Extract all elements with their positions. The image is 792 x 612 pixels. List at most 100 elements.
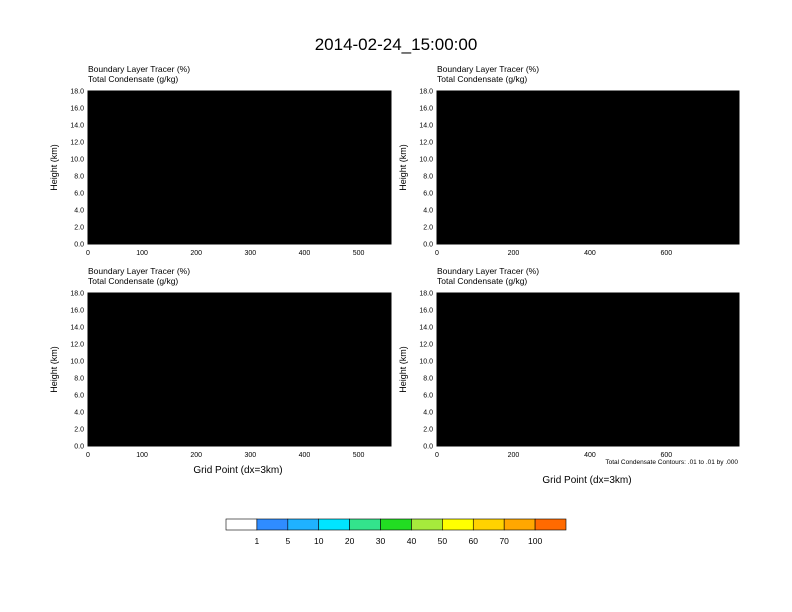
y-tick-label: 14.0 — [70, 123, 84, 130]
heatmap-cell — [580, 143, 585, 148]
heatmap-cell — [135, 239, 141, 244]
heatmap-cell — [452, 103, 458, 108]
heatmap-cell — [231, 95, 237, 100]
heatmap-cell — [540, 99, 545, 104]
heatmap-cell — [331, 91, 336, 96]
heatmap-cell — [243, 163, 249, 169]
heatmap-cell — [448, 191, 454, 197]
heatmap-cell — [552, 119, 557, 124]
heatmap-cell — [379, 91, 384, 96]
heatmap-cell — [375, 91, 380, 96]
heatmap-cell — [143, 187, 149, 193]
heatmap-cell — [115, 215, 121, 221]
heatmap-cell — [615, 155, 621, 161]
heatmap-cell — [576, 191, 581, 197]
heatmap-cell — [99, 215, 105, 221]
heatmap-cell — [536, 143, 541, 148]
heatmap-cell — [215, 139, 221, 144]
heatmap-cell — [460, 195, 466, 201]
heatmap-cell — [671, 95, 677, 100]
heatmap-cell — [147, 151, 153, 157]
heatmap-cell — [707, 127, 712, 132]
heatmap-cell — [187, 99, 193, 104]
heatmap-cell — [195, 143, 201, 148]
heatmap-cell — [311, 95, 316, 100]
heatmap-cell — [383, 179, 388, 185]
heatmap-cell — [532, 107, 537, 112]
heatmap-cell — [95, 103, 101, 108]
heatmap-cell — [115, 163, 121, 169]
heatmap-cell — [103, 147, 109, 152]
heatmap-cell — [287, 215, 292, 221]
heatmap-cell — [540, 139, 545, 144]
heatmap-cell — [107, 119, 113, 124]
heatmap-cell — [627, 127, 633, 132]
heatmap-cell — [115, 123, 121, 128]
heatmap-cell — [619, 119, 625, 124]
heatmap-cell — [179, 239, 185, 244]
heatmap-cell — [171, 227, 177, 233]
heatmap-cell — [595, 151, 601, 157]
heatmap-cell — [468, 131, 474, 136]
heatmap-cell — [448, 171, 454, 177]
heatmap-cell — [299, 179, 304, 185]
heatmap-cell — [227, 219, 233, 225]
heatmap-cell — [456, 159, 462, 165]
heatmap-cell — [532, 91, 537, 96]
heatmap-cell — [311, 107, 316, 112]
heatmap-cell — [311, 227, 316, 233]
heatmap-cell — [651, 123, 657, 128]
heatmap-cell — [492, 151, 498, 157]
heatmap-cell — [239, 187, 245, 193]
heatmap-cell — [131, 175, 137, 181]
heatmap-cell — [327, 91, 332, 96]
heatmap-cell — [175, 167, 181, 173]
heatmap-cell — [679, 95, 684, 100]
heatmap-cell — [723, 187, 728, 193]
heatmap-cell — [291, 175, 296, 181]
heatmap-cell — [307, 195, 312, 201]
heatmap-cell — [524, 167, 529, 173]
heatmap-cell — [476, 135, 482, 140]
heatmap-cell — [203, 107, 209, 112]
heatmap-cell — [496, 131, 502, 136]
heatmap-cell — [199, 151, 205, 157]
heatmap-cell — [492, 119, 498, 124]
heatmap-cell — [375, 143, 380, 148]
heatmap-cell — [460, 179, 466, 185]
heatmap-cell — [355, 227, 360, 233]
heatmap-cell — [635, 95, 641, 100]
heatmap-cell — [163, 151, 169, 157]
heatmap-cell — [255, 207, 261, 213]
heatmap-cell — [619, 151, 625, 157]
heatmap-cell — [464, 187, 470, 193]
heatmap-cell — [699, 115, 704, 120]
heatmap-cell — [560, 191, 565, 197]
heatmap-cell — [500, 99, 506, 104]
heatmap-cell — [191, 183, 197, 189]
heatmap-cell — [215, 159, 221, 165]
heatmap-cell — [119, 175, 125, 181]
heatmap-cell — [444, 95, 450, 100]
heatmap-cell — [199, 119, 205, 124]
heatmap-cell — [235, 99, 241, 104]
heatmap-cell — [675, 159, 680, 165]
heatmap-cell — [603, 183, 609, 189]
heatmap-cell — [159, 223, 165, 229]
heatmap-cell — [115, 171, 121, 177]
heatmap-cell — [191, 99, 197, 104]
heatmap-cell — [119, 159, 125, 165]
heatmap-cell — [667, 127, 673, 132]
heatmap-cell — [339, 183, 344, 189]
heatmap-cell — [187, 123, 193, 128]
heatmap-cell — [351, 191, 356, 197]
heatmap-cell — [484, 179, 490, 185]
heatmap-cell — [691, 171, 696, 177]
heatmap-field: .01.01.01.01.01 — [437, 91, 739, 244]
heatmap-cell — [159, 207, 165, 213]
heatmap-cell — [492, 143, 498, 148]
heatmap-cell — [123, 103, 129, 108]
heatmap-cell — [239, 147, 245, 152]
heatmap-cell — [119, 191, 125, 197]
heatmap-cell — [347, 199, 352, 205]
